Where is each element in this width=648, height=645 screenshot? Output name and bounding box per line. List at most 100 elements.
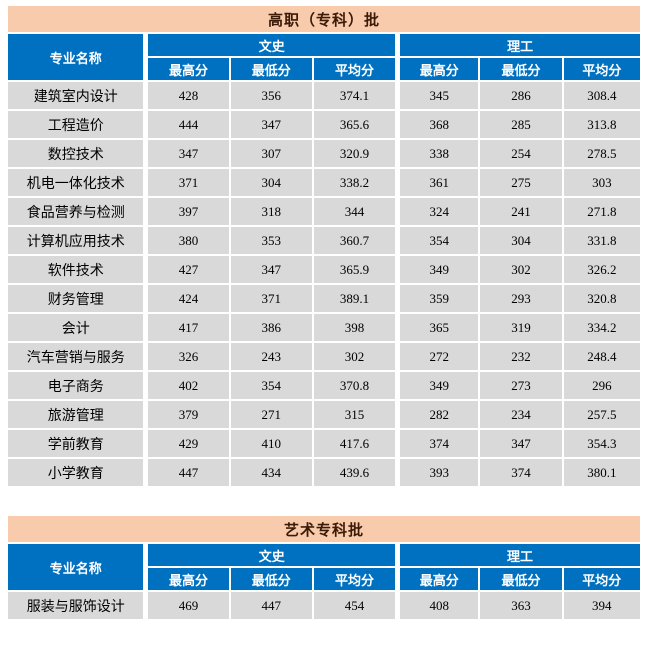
score-cell: 379: [145, 401, 229, 428]
score-cell: 394: [563, 592, 640, 619]
score-cell: 361: [397, 169, 479, 196]
major-name-cell: 计算机应用技术: [8, 227, 144, 254]
batch-title: 艺术专科批: [8, 516, 640, 542]
table-row: 会计 417 386 398 365 319 334.2: [8, 314, 640, 341]
score-cell: 272: [397, 343, 479, 370]
table-row: 学前教育 429 410 417.6 374 347 354.3: [8, 430, 640, 457]
score-cell: 320.9: [313, 140, 396, 167]
score-cell: 248.4: [563, 343, 640, 370]
column-header-major: 专业名称: [8, 34, 144, 80]
score-table-art: 艺术专科批 专业名称 文史 理工 最高分 最低分 平均分 最高分 最低分 平均分…: [6, 514, 642, 621]
score-cell: 304: [230, 169, 312, 196]
score-cell: 374.1: [313, 82, 396, 109]
score-cell: 326: [145, 343, 229, 370]
score-cell: 429: [145, 430, 229, 457]
score-cell: 417.6: [313, 430, 396, 457]
score-cell: 338: [397, 140, 479, 167]
score-cell: 271.8: [563, 198, 640, 225]
major-name-cell: 汽车营销与服务: [8, 343, 144, 370]
score-cell: 371: [145, 169, 229, 196]
table-row: 旅游管理 379 271 315 282 234 257.5: [8, 401, 640, 428]
score-cell: 365: [397, 314, 479, 341]
score-cell: 273: [480, 372, 562, 399]
score-cell: 338.2: [313, 169, 396, 196]
score-cell: 254: [480, 140, 562, 167]
score-cell: 302: [480, 256, 562, 283]
score-cell: 410: [230, 430, 312, 457]
score-cell: 307: [230, 140, 312, 167]
score-cell: 349: [397, 256, 479, 283]
score-cell: 313.8: [563, 111, 640, 138]
major-name-cell: 数控技术: [8, 140, 144, 167]
score-cell: 347: [145, 140, 229, 167]
group-header-science: 理工: [397, 34, 640, 56]
score-cell: 286: [480, 82, 562, 109]
major-name-cell: 学前教育: [8, 430, 144, 457]
score-cell: 447: [230, 592, 312, 619]
score-cell: 393: [397, 459, 479, 486]
score-cell: 380.1: [563, 459, 640, 486]
score-cell: 347: [480, 430, 562, 457]
subheader-avg-score: 平均分: [563, 58, 640, 80]
major-name-cell: 工程造价: [8, 111, 144, 138]
major-name-cell: 建筑室内设计: [8, 82, 144, 109]
score-cell: 353: [230, 227, 312, 254]
subheader-min-score: 最低分: [230, 58, 312, 80]
score-cell: 344: [313, 198, 396, 225]
batch-title: 高职（专科）批: [8, 6, 640, 32]
major-name-cell: 小学教育: [8, 459, 144, 486]
major-name-cell: 机电一体化技术: [8, 169, 144, 196]
score-cell: 427: [145, 256, 229, 283]
score-cell: 347: [230, 256, 312, 283]
score-cell: 417: [145, 314, 229, 341]
group-header-liberal-arts: 文史: [145, 34, 396, 56]
score-cell: 447: [145, 459, 229, 486]
score-cell: 234: [480, 401, 562, 428]
group-header-science: 理工: [397, 544, 640, 566]
table-row: 机电一体化技术 371 304 338.2 361 275 303: [8, 169, 640, 196]
table-row: 电子商务 402 354 370.8 349 273 296: [8, 372, 640, 399]
score-cell: 354: [230, 372, 312, 399]
score-cell: 439.6: [313, 459, 396, 486]
score-cell: 318: [230, 198, 312, 225]
score-cell: 271: [230, 401, 312, 428]
major-name-cell: 会计: [8, 314, 144, 341]
table-row: 小学教育 447 434 439.6 393 374 380.1: [8, 459, 640, 486]
score-cell: 363: [480, 592, 562, 619]
score-cell: 308.4: [563, 82, 640, 109]
score-cell: 365.6: [313, 111, 396, 138]
score-cell: 354: [397, 227, 479, 254]
score-cell: 408: [397, 592, 479, 619]
score-cell: 359: [397, 285, 479, 312]
score-cell: 326.2: [563, 256, 640, 283]
score-table-vocational: 高职（专科）批 专业名称 文史 理工 最高分 最低分 平均分 最高分 最低分 平…: [6, 4, 642, 488]
score-cell: 331.8: [563, 227, 640, 254]
score-cell: 334.2: [563, 314, 640, 341]
group-header-liberal-arts: 文史: [145, 544, 396, 566]
score-cell: 303: [563, 169, 640, 196]
score-cell: 428: [145, 82, 229, 109]
score-cell: 397: [145, 198, 229, 225]
subheader-max-score: 最高分: [145, 58, 229, 80]
table-row: 建筑室内设计 428 356 374.1 345 286 308.4: [8, 82, 640, 109]
score-cell: 232: [480, 343, 562, 370]
major-name-cell: 财务管理: [8, 285, 144, 312]
major-name-cell: 软件技术: [8, 256, 144, 283]
subheader-max-score: 最高分: [397, 568, 479, 590]
score-cell: 302: [313, 343, 396, 370]
score-cell: 454: [313, 592, 396, 619]
score-cell: 345: [397, 82, 479, 109]
score-cell: 275: [480, 169, 562, 196]
score-cell: 257.5: [563, 401, 640, 428]
score-cell: 424: [145, 285, 229, 312]
score-cell: 304: [480, 227, 562, 254]
subheader-min-score: 最低分: [480, 568, 562, 590]
score-cell: 365.9: [313, 256, 396, 283]
score-cell: 386: [230, 314, 312, 341]
score-cell: 324: [397, 198, 479, 225]
table-row: 工程造价 444 347 365.6 368 285 313.8: [8, 111, 640, 138]
score-cell: 402: [145, 372, 229, 399]
score-cell: 434: [230, 459, 312, 486]
score-cell: 368: [397, 111, 479, 138]
score-cell: 285: [480, 111, 562, 138]
